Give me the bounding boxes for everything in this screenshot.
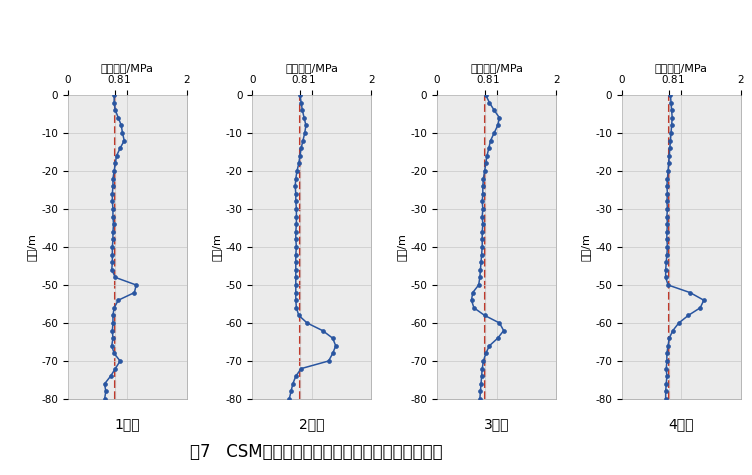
- Text: 3号孔: 3号孔: [484, 417, 509, 431]
- Text: 4号孔: 4号孔: [669, 417, 694, 431]
- Text: 图7   CSM芯样的抗压强度测试结果沿深度分布规律: 图7 CSM芯样的抗压强度测试结果沿深度分布规律: [190, 443, 442, 461]
- Y-axis label: 深度/m: 深度/m: [396, 233, 406, 261]
- Text: 1号孔: 1号孔: [114, 417, 140, 431]
- X-axis label: 抗压强度/MPa: 抗压强度/MPa: [101, 63, 153, 73]
- X-axis label: 抗压强度/MPa: 抗压强度/MPa: [285, 63, 338, 73]
- X-axis label: 抗压强度/MPa: 抗压强度/MPa: [470, 63, 523, 73]
- X-axis label: 抗压强度/MPa: 抗压强度/MPa: [655, 63, 708, 73]
- Text: 2号孔: 2号孔: [299, 417, 325, 431]
- Y-axis label: 深度/m: 深度/m: [27, 233, 37, 261]
- Y-axis label: 深度/m: 深度/m: [581, 233, 591, 261]
- Y-axis label: 深度/m: 深度/m: [211, 233, 222, 261]
